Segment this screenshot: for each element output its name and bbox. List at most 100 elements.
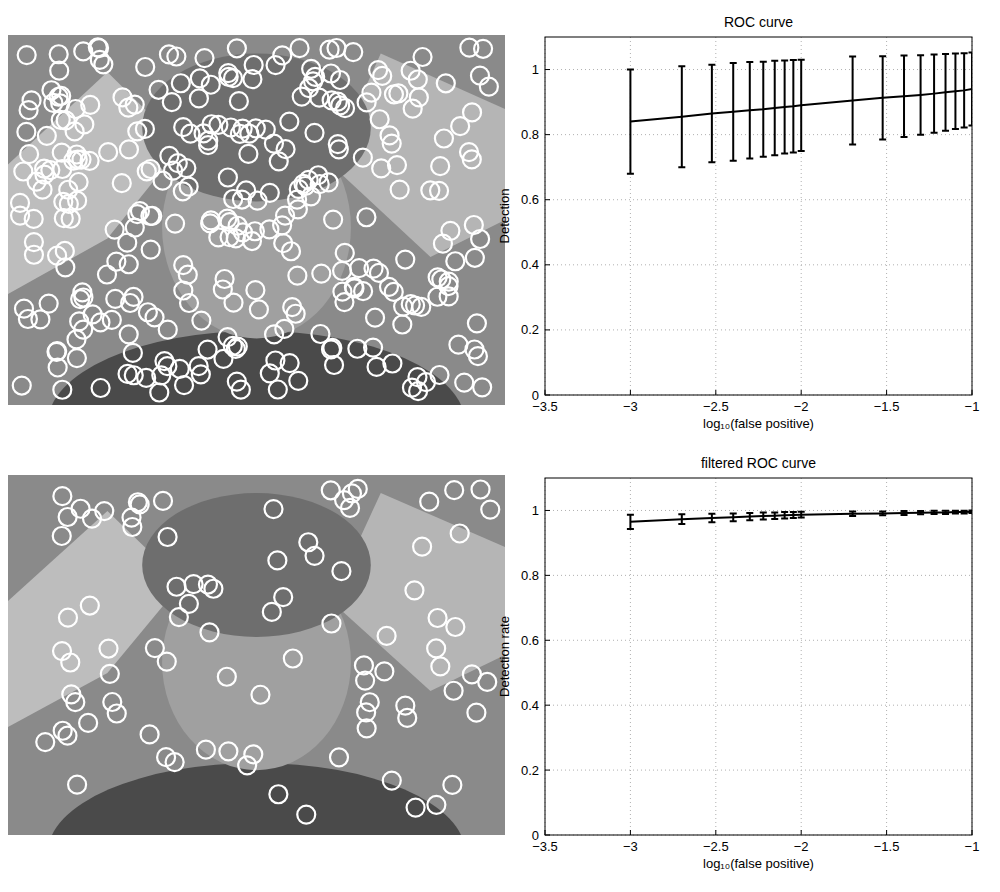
- detection-circle: [348, 340, 366, 358]
- detection-circle: [136, 58, 154, 76]
- detection-circle: [74, 321, 92, 339]
- detection-circle: [174, 182, 192, 200]
- detection-circle: [180, 178, 198, 196]
- detection-circle: [123, 518, 141, 536]
- detection-circle: [79, 714, 97, 732]
- detection-circle: [275, 320, 293, 338]
- shirt: [48, 763, 465, 835]
- tick-mark: [545, 510, 550, 511]
- detection-circle: [57, 111, 75, 129]
- detection-circle: [299, 533, 317, 551]
- error-bar: [901, 56, 908, 137]
- detection-circle: [38, 127, 56, 145]
- detection-circle: [154, 492, 172, 510]
- chart-title: ROC curve: [724, 14, 793, 30]
- error-bar: [781, 512, 788, 518]
- detection-circle: [239, 145, 257, 163]
- detection-circle: [481, 501, 499, 519]
- tick-label: −3: [623, 839, 638, 854]
- plot-frame: [545, 37, 972, 395]
- chart: −3.5−3−2.5−2−1.5−100.20.40.60.81filtered…: [497, 455, 979, 871]
- detection-circle: [25, 210, 43, 228]
- detection-circle: [230, 92, 248, 110]
- detection-circle: [455, 374, 473, 392]
- detection-circle: [289, 372, 307, 390]
- detection-circle: [150, 384, 168, 402]
- tick-mark: [545, 575, 550, 576]
- detection-circle: [357, 208, 375, 226]
- detection-circle: [378, 627, 396, 645]
- detection-circle: [158, 357, 176, 375]
- detection-circle: [445, 682, 463, 700]
- detection-circle: [160, 147, 178, 165]
- detection-circle: [159, 528, 177, 546]
- detection-circle: [141, 725, 159, 743]
- tick-mark: [545, 640, 550, 641]
- detection-circle: [431, 657, 449, 675]
- error-bar: [931, 511, 938, 514]
- error-bar: [798, 60, 805, 151]
- detection-circle: [246, 281, 264, 299]
- detection-circle: [58, 727, 76, 745]
- detection-circle: [283, 298, 301, 316]
- tick-mark: [630, 830, 631, 835]
- detection-circle: [269, 785, 287, 803]
- detection-circle: [31, 310, 49, 328]
- detection-circle: [472, 481, 490, 499]
- grid-line: [715, 478, 716, 835]
- detection-circle: [25, 233, 43, 251]
- detection-circle: [91, 313, 109, 331]
- detection-circle: [166, 753, 184, 771]
- detection-circle: [463, 665, 481, 683]
- error-bar: [708, 514, 715, 522]
- detection-circle: [445, 481, 463, 499]
- error-bar: [771, 61, 778, 155]
- detection-circle: [322, 340, 340, 358]
- detection-circle: [371, 110, 389, 128]
- error-bar: [879, 511, 886, 515]
- detection-circle: [118, 234, 136, 252]
- detection-circle: [68, 349, 86, 367]
- detection-circle: [324, 211, 342, 229]
- detection-circle: [120, 255, 138, 273]
- detection-circle: [195, 49, 213, 67]
- detection-circle: [106, 290, 124, 308]
- detection-circle: [265, 500, 283, 518]
- detection-circle: [350, 259, 368, 277]
- detection-circle: [244, 745, 262, 763]
- detection-circle: [407, 799, 425, 817]
- grid-line: [545, 134, 972, 135]
- detection-circle: [129, 493, 147, 511]
- detection-circle: [437, 74, 455, 92]
- detection-circle: [197, 741, 215, 759]
- error-bar: [969, 53, 973, 126]
- detection-circle: [311, 175, 329, 193]
- detection-circle: [53, 381, 71, 399]
- detection-circle: [20, 145, 38, 163]
- detection-circle: [344, 43, 362, 61]
- error-bar: [961, 53, 968, 127]
- detection-circle: [232, 381, 250, 399]
- detection-circle: [167, 48, 185, 66]
- detection-circle: [59, 609, 77, 627]
- detection-circle: [331, 71, 349, 89]
- tick-mark: [545, 199, 550, 200]
- detection-circle: [372, 159, 390, 177]
- tick-label: 0.2: [521, 322, 539, 337]
- detection-circle: [72, 151, 90, 169]
- detection-circle: [142, 241, 160, 259]
- figure: −3.5−3−2.5−2−1.5−100.20.40.60.81ROC curv…: [0, 0, 1000, 892]
- tick-label: 0.4: [521, 698, 539, 713]
- grid-line: [545, 640, 972, 641]
- detection-circle: [302, 60, 320, 78]
- detection-circle: [310, 89, 328, 107]
- detection-circle: [18, 46, 36, 64]
- detection-circle: [50, 45, 68, 63]
- detection-circle: [441, 222, 459, 240]
- detection-circle: [101, 665, 119, 683]
- detection-circle: [282, 242, 300, 260]
- detection-circle: [273, 216, 291, 234]
- detection-circle: [430, 366, 448, 384]
- detection-circle: [354, 149, 372, 167]
- detection-circle: [15, 300, 33, 318]
